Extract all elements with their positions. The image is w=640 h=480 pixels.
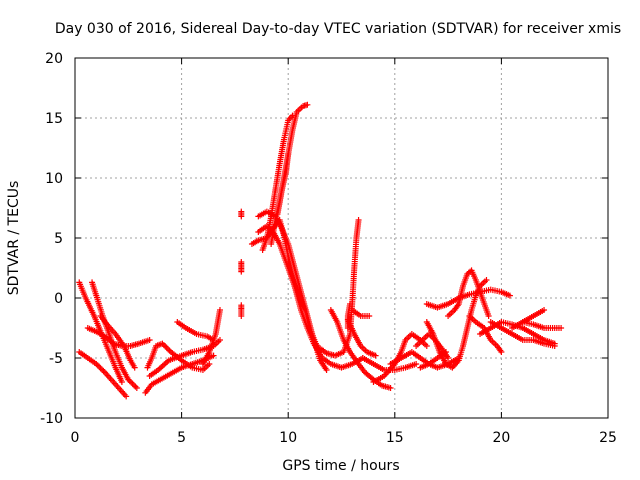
data-point-marker (100, 368, 107, 374)
series-track-05 (97, 313, 138, 371)
data-point-marker (163, 344, 170, 351)
x-tick-label: 0 (71, 430, 80, 446)
data-point-marker (131, 364, 138, 371)
data-point-marker (551, 343, 558, 349)
series-track-37 (509, 307, 548, 331)
grid-layer (75, 58, 608, 418)
data-point-marker (498, 349, 505, 355)
data-point-marker (238, 302, 245, 309)
chart-title: Day 030 of 2016, Sidereal Day-to-day VTE… (55, 21, 621, 37)
x-tick-label: 10 (279, 430, 297, 446)
data-point-marker (413, 361, 420, 367)
data-point-marker (216, 307, 223, 313)
y-tick-label: 15 (45, 111, 63, 127)
data-point-marker (323, 367, 330, 373)
data-point-marker (541, 307, 548, 313)
series-track-13 (238, 208, 245, 220)
data-point-marker (128, 379, 135, 386)
data-point-marker (165, 346, 172, 353)
series-track-19 (274, 151, 292, 217)
y-tick-label: 20 (45, 51, 63, 67)
data-point-marker (387, 385, 394, 391)
series-track-35 (477, 319, 558, 347)
data-point-marker (372, 352, 379, 359)
data-point-marker (123, 393, 130, 400)
ticks-layer: 0 5 10 15 20 25 -10 -5 0 5 10 15 20 (40, 51, 617, 446)
data-point-marker (304, 101, 311, 108)
data-point-marker (483, 277, 490, 283)
data-point-marker (132, 383, 139, 390)
series-track-33 (445, 267, 492, 319)
x-tick-label: 25 (599, 430, 617, 446)
y-axis-title: SDTVAR / TECUs (6, 181, 22, 296)
y-tick-label: -5 (49, 351, 63, 367)
series-track-24 (344, 316, 379, 359)
data-point-marker (96, 363, 103, 370)
x-tick-label: 15 (386, 430, 404, 446)
data-point-marker (99, 366, 106, 373)
series-track-20 (285, 259, 366, 371)
data-marks-layer (76, 101, 565, 400)
series-track-10 (199, 307, 223, 367)
data-point-marker (118, 379, 125, 385)
series-track-26 (359, 355, 420, 373)
data-point-marker (160, 342, 167, 348)
y-tick-label: -10 (40, 411, 63, 427)
data-point-marker (238, 259, 245, 265)
data-point-marker (133, 385, 140, 391)
series-track-07 (144, 340, 213, 373)
series-track-11 (238, 302, 245, 319)
data-point-marker (485, 313, 492, 319)
data-point-marker (445, 355, 452, 361)
data-point-marker (355, 217, 362, 223)
y-tick-label: 10 (45, 171, 63, 187)
series-track-18 (268, 101, 311, 247)
x-tick-label: 5 (177, 430, 186, 446)
data-point-marker (146, 337, 153, 343)
series-track-08 (146, 337, 223, 379)
data-point-marker (558, 325, 565, 331)
x-axis-title: GPS time / hours (282, 458, 399, 474)
y-tick-label: 5 (54, 231, 63, 247)
y-tick-label: 0 (54, 291, 63, 307)
series-track-02 (76, 279, 125, 385)
data-point-marker (506, 292, 513, 299)
data-point-marker (216, 337, 223, 343)
series-track-01 (76, 349, 130, 400)
series-track-09 (174, 319, 217, 343)
data-point-marker (130, 382, 137, 389)
series-track-12 (238, 259, 245, 275)
data-point-marker (129, 380, 136, 387)
series-track-36 (487, 319, 558, 349)
data-point-marker (285, 151, 292, 157)
data-point-marker (347, 301, 354, 307)
series-track-23 (327, 307, 394, 391)
data-point-marker (238, 208, 245, 215)
data-point-marker (210, 352, 217, 359)
data-point-marker (366, 313, 373, 319)
series-track-17 (259, 112, 296, 253)
series-track-38 (519, 319, 565, 331)
x-tick-label: 20 (492, 430, 510, 446)
series-track-32 (423, 286, 513, 311)
series-track-25 (349, 307, 373, 319)
data-point-marker (206, 361, 213, 367)
data-point-marker (423, 343, 430, 349)
data-point-marker (97, 365, 104, 372)
